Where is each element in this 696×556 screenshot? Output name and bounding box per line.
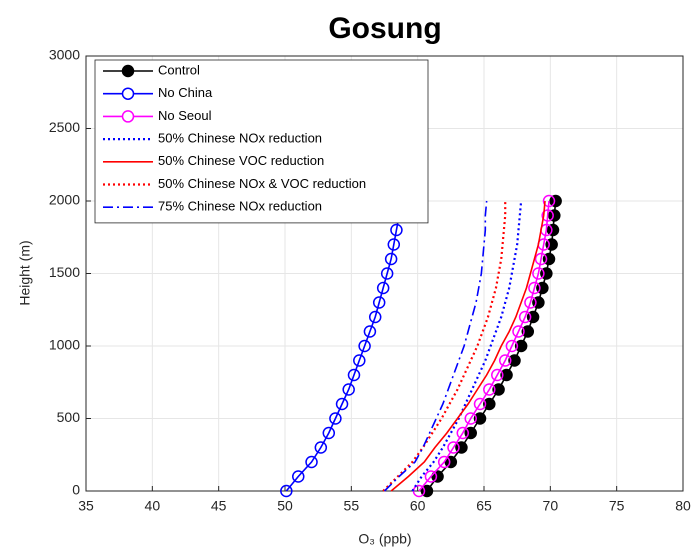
x-tick-label: 35: [78, 498, 94, 514]
data-point: [521, 325, 535, 338]
legend-marker: [121, 110, 135, 123]
data-point: [384, 252, 398, 266]
data-point: [534, 252, 548, 266]
legend-label: Control: [158, 62, 200, 77]
data-point: [368, 310, 382, 324]
y-tick-label: 1000: [49, 337, 80, 353]
data-point: [473, 397, 487, 411]
x-axis-label: O₃ (ppb): [358, 531, 411, 547]
x-tick-label: 70: [543, 498, 559, 514]
y-tick-label: 3000: [49, 47, 80, 63]
data-point: [473, 412, 487, 425]
y-tick-label: 500: [57, 409, 81, 425]
data-point: [280, 484, 293, 498]
y-tick-label: 0: [72, 482, 80, 498]
data-point: [390, 223, 403, 237]
data-point: [483, 383, 496, 396]
legend-marker: [121, 87, 135, 100]
data-point: [447, 441, 460, 454]
data-point: [335, 397, 349, 411]
data-point: [372, 296, 386, 309]
data-point: [347, 368, 361, 382]
legend-label: No China: [158, 85, 213, 100]
data-point: [437, 455, 451, 469]
x-tick-label: 55: [344, 498, 360, 514]
data-point: [505, 339, 519, 353]
legend: Control No China No Seoul 50% Chinese NOx r…: [94, 59, 429, 224]
data-point: [518, 310, 532, 324]
data-point: [524, 296, 537, 309]
data-point: [541, 209, 554, 222]
data-point: [358, 339, 371, 353]
data-point: [376, 281, 390, 295]
data-point: [456, 426, 470, 440]
series-line: [390, 200, 546, 492]
data-point: [492, 383, 505, 396]
legend-label: 50% Chinese NOx & VOC reduction: [158, 176, 366, 191]
x-tick-label: 80: [675, 498, 691, 514]
legend-label: 75% Chinese NOx reduction: [158, 199, 322, 214]
y-tick-label: 1500: [49, 264, 80, 280]
x-tick-label: 45: [211, 498, 227, 514]
data-point: [498, 354, 512, 367]
data-point: [305, 455, 318, 469]
y-tick-label: 2000: [49, 192, 80, 208]
series-line: [383, 200, 488, 492]
y-axis-label: Height (m): [17, 240, 33, 305]
data-point: [380, 267, 394, 280]
legend-box: [94, 59, 429, 224]
data-point: [508, 354, 521, 367]
data-point: [424, 470, 438, 483]
data-point: [363, 325, 377, 338]
x-tick-label: 50: [277, 498, 293, 514]
data-point: [500, 368, 513, 382]
data-point: [322, 426, 336, 440]
legend-label: No Seoul: [158, 108, 212, 123]
legend-label: 50% Chinese NOx reduction: [158, 131, 322, 146]
chart-title: Gosung: [328, 12, 441, 45]
data-point: [353, 354, 366, 367]
y-tick-label: 2500: [49, 119, 80, 135]
data-point: [491, 368, 504, 382]
legend-label: 50% Chinese VOC reduction: [158, 153, 324, 168]
x-tick-label: 65: [476, 498, 492, 514]
legend-marker: [121, 64, 135, 78]
data-point: [542, 194, 556, 208]
series-line: [411, 200, 523, 492]
data-point: [483, 397, 496, 411]
data-point: [532, 267, 545, 280]
x-tick-label: 75: [609, 498, 625, 514]
data-point: [464, 412, 477, 425]
data-point: [292, 470, 305, 483]
data-point: [329, 412, 342, 425]
data-point: [314, 441, 328, 454]
data-point: [512, 325, 525, 338]
x-tick-label: 60: [410, 498, 426, 514]
data-point: [387, 238, 401, 251]
data-point: [342, 383, 355, 396]
data-point: [528, 281, 541, 295]
data-point: [514, 339, 528, 353]
x-tick-label: 40: [145, 498, 161, 514]
